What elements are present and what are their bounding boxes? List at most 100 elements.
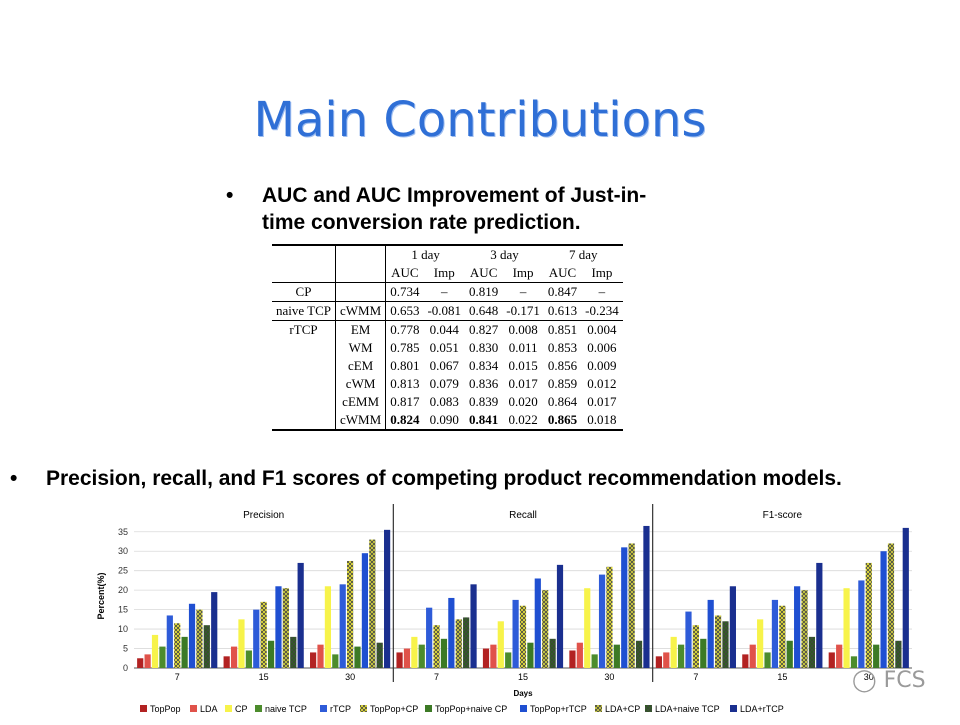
group-header: 3 day [465,244,544,264]
bar [692,625,699,668]
bar [542,590,549,668]
bullet-symbol: • [10,467,18,490]
x-tick-label: 15 [259,672,269,682]
value-cell: 0.819 [465,282,503,302]
value-cell: 0.813 [390,376,420,391]
model-cell: cEM [335,357,387,375]
table-subheader-row: AUC Imp AUC Imp AUC Imp [272,264,623,283]
legend-swatch [520,705,527,712]
bar [369,539,376,668]
value-cell: 0.817 [390,394,420,409]
table-row: CP 0.734–0.819–0.847– [272,282,623,302]
value-cell: 0.015 [508,358,538,373]
bar [426,607,433,668]
bar [203,625,210,668]
value-cell: 0.801 [390,358,420,373]
bar [512,599,519,668]
value-cell: 0.004 [581,320,623,339]
y-tick-label: 35 [118,527,128,537]
bar [534,578,541,668]
value-cell: 0.011 [508,340,538,355]
model-cell [335,282,387,302]
bar [403,648,411,668]
y-axis-label: Percent(%) [96,572,106,619]
bar [384,529,391,668]
bar [324,586,332,668]
value-cell: 0.653 [385,301,424,321]
slide-title: Main Contributions [253,92,707,148]
bar [418,644,425,668]
bar [549,638,556,668]
bar [497,621,504,668]
bar [470,584,477,668]
header-cell [335,244,387,264]
bar [880,551,887,668]
bar-chart: 0 5 10 15 20 25 30 35 Percent(%) Precision 7 15 30 Re… [96,504,912,714]
bar [742,654,749,668]
legend-swatch [425,705,432,712]
table-header-row: 1 day 3 day 7 day [272,244,623,264]
bar [482,648,490,668]
subheader-cell: AUC [391,265,419,280]
bar [569,650,576,668]
header-cell [335,264,387,283]
y-tick-label: 15 [118,605,128,615]
bar [505,652,512,668]
value-cell: 0.613 [543,301,582,321]
value-cell: 0.853 [547,340,578,355]
bar [613,644,620,668]
value-cell: 0.841 [465,411,503,431]
value-cell: 0.051 [429,340,459,355]
bar [606,566,613,668]
x-tick-label: 15 [777,672,787,682]
bar [230,646,238,668]
bar [159,646,166,668]
watermark: ◯ FCS [852,668,926,693]
bar [816,562,823,668]
model-cell: cWMM [335,411,387,431]
subheader-cell: Imp [433,265,455,280]
bar [361,553,369,668]
y-tick-label: 20 [118,585,128,595]
bar [448,597,455,668]
bar [643,525,650,668]
bar [245,650,252,668]
y-tick-label: 10 [118,624,128,634]
value-cell: 0.836 [469,376,499,391]
bar [151,634,159,668]
bar [137,658,144,668]
watermark-text: FCS [883,668,926,693]
value-cell: 0.865 [543,411,582,431]
value-cell: 0.827 [465,320,503,339]
legend-label: TopPop+rTCP [530,704,587,714]
y-tick-label: 0 [123,663,128,673]
group-cell [272,339,337,357]
model-cell: cWM [335,375,387,393]
bar [801,590,808,668]
bar [707,599,714,668]
bullet-symbol: • [226,184,234,207]
bullet-prf-text: Precision, recall, and F1 scores of comp… [46,467,842,490]
x-tick-label: 7 [693,672,698,682]
value-cell: 0.083 [429,394,459,409]
value-cell: 0.847 [543,282,582,302]
y-tick-label: 5 [123,644,128,654]
legend-label: CP [235,704,248,714]
group-cell [272,393,337,411]
bar [887,543,895,668]
value-cell: 0.864 [547,394,578,409]
bar [902,527,909,668]
bar [895,640,902,668]
x-tick-label: 30 [604,672,614,682]
bar [722,621,729,668]
bar [591,654,598,668]
bar [670,636,677,668]
value-cell: 0.079 [429,376,459,391]
bar [655,656,662,668]
table-row: naive TCP cWMM 0.653 -0.081 0.648 -0.171 0.613… [272,301,623,321]
panel-title: Recall [509,510,537,521]
table-row: cWM 0.813 0.079 0.836 0.017 0.859 0.012 [272,375,623,393]
legend-label: TopPop+CP [370,704,418,714]
value-cell: 0.824 [385,411,424,431]
bar [297,562,304,668]
